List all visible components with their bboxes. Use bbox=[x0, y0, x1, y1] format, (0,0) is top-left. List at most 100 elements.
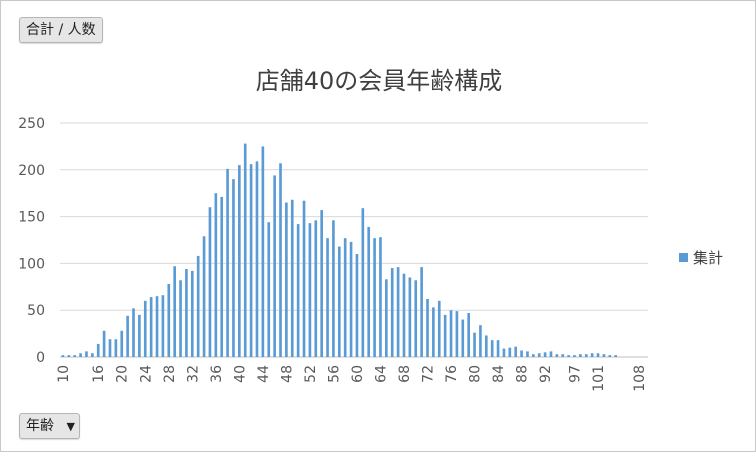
bar bbox=[437, 300, 441, 357]
bar bbox=[385, 279, 388, 357]
x-tick-label: 68 bbox=[397, 365, 413, 383]
bar bbox=[249, 164, 253, 357]
x-tick-label: 36 bbox=[209, 365, 225, 383]
x-tick-label: 76 bbox=[444, 365, 460, 383]
bar bbox=[532, 354, 535, 357]
bar bbox=[285, 202, 288, 357]
bar bbox=[120, 330, 124, 357]
bar bbox=[79, 353, 82, 357]
x-tick-label: 60 bbox=[350, 365, 366, 383]
bar bbox=[126, 315, 129, 357]
bar bbox=[149, 297, 153, 357]
x-tick-label: 56 bbox=[326, 365, 342, 383]
bar bbox=[420, 267, 423, 357]
bar bbox=[549, 351, 553, 357]
bar bbox=[267, 222, 271, 357]
bar bbox=[314, 220, 318, 357]
y-tick-label: 250 bbox=[18, 116, 45, 132]
x-tick-label: 20 bbox=[115, 365, 131, 383]
bar bbox=[402, 273, 406, 357]
x-tick-label: 92 bbox=[538, 365, 554, 383]
bar bbox=[373, 238, 376, 357]
bar bbox=[67, 355, 71, 357]
bar bbox=[343, 238, 347, 357]
x-tick-label: 44 bbox=[256, 365, 272, 383]
bar bbox=[238, 165, 241, 357]
x-tick-label: 32 bbox=[185, 365, 201, 383]
value-field-button[interactable]: 合計 / 人数 bbox=[19, 17, 103, 43]
bar bbox=[490, 340, 494, 357]
bar bbox=[320, 210, 323, 357]
bar bbox=[190, 270, 194, 357]
bar bbox=[443, 314, 447, 357]
bar bbox=[220, 196, 224, 357]
bar bbox=[196, 255, 200, 357]
x-tick-label: 52 bbox=[303, 365, 319, 383]
bar bbox=[367, 226, 371, 357]
row-field-button[interactable]: 年齢 ▼ bbox=[19, 413, 80, 439]
bar bbox=[426, 298, 429, 357]
bar bbox=[202, 236, 206, 357]
x-tick-label: 24 bbox=[138, 365, 154, 383]
bar bbox=[273, 175, 276, 357]
x-tick-label: 80 bbox=[468, 365, 484, 383]
bar bbox=[138, 314, 141, 357]
bar bbox=[573, 355, 576, 357]
bar bbox=[584, 354, 588, 357]
legend-label: 集計 bbox=[693, 249, 724, 267]
bar bbox=[432, 307, 435, 357]
y-tick-label: 200 bbox=[18, 163, 45, 179]
bar bbox=[520, 350, 523, 357]
bar bbox=[132, 308, 135, 357]
bar bbox=[508, 347, 512, 357]
bar bbox=[167, 283, 171, 357]
bar bbox=[379, 237, 382, 357]
y-tick-label: 50 bbox=[27, 303, 45, 319]
bar bbox=[73, 355, 77, 357]
bar bbox=[114, 339, 118, 357]
bar bbox=[484, 335, 488, 357]
x-tick-label: 40 bbox=[232, 365, 248, 383]
x-tick-label: 64 bbox=[373, 365, 389, 383]
bar bbox=[567, 355, 570, 357]
bar bbox=[555, 354, 559, 357]
bar bbox=[543, 352, 547, 357]
bar bbox=[226, 168, 229, 357]
legend: 集計 bbox=[679, 247, 723, 268]
x-tick-label: 108 bbox=[632, 365, 648, 392]
bar bbox=[302, 200, 306, 357]
bar bbox=[85, 351, 88, 357]
bar bbox=[179, 280, 182, 357]
bar bbox=[296, 224, 300, 357]
x-tick-label: 10 bbox=[56, 365, 72, 383]
bar bbox=[602, 354, 606, 357]
bar bbox=[243, 143, 247, 357]
y-tick-label: 0 bbox=[36, 350, 45, 366]
bar bbox=[279, 163, 282, 357]
x-tick-label: 72 bbox=[421, 365, 437, 383]
bar bbox=[390, 268, 394, 357]
bar bbox=[308, 223, 312, 357]
bar bbox=[590, 353, 594, 357]
bar bbox=[561, 354, 565, 357]
bar bbox=[355, 254, 359, 357]
x-tick-label: 97 bbox=[568, 365, 584, 383]
bar bbox=[255, 161, 259, 357]
bar bbox=[349, 241, 353, 357]
x-tick-label: 28 bbox=[162, 365, 178, 383]
bar bbox=[502, 348, 506, 357]
bar bbox=[91, 353, 94, 357]
y-tick-label: 100 bbox=[18, 256, 45, 272]
bar bbox=[614, 355, 617, 357]
bar bbox=[290, 199, 294, 357]
bar bbox=[455, 311, 459, 357]
dropdown-arrow-icon[interactable]: ▼ bbox=[66, 420, 75, 433]
bar bbox=[361, 208, 365, 357]
bar bbox=[102, 330, 106, 357]
bar bbox=[173, 266, 176, 357]
bar bbox=[414, 280, 418, 357]
bar bbox=[467, 313, 470, 357]
bar bbox=[579, 354, 582, 357]
